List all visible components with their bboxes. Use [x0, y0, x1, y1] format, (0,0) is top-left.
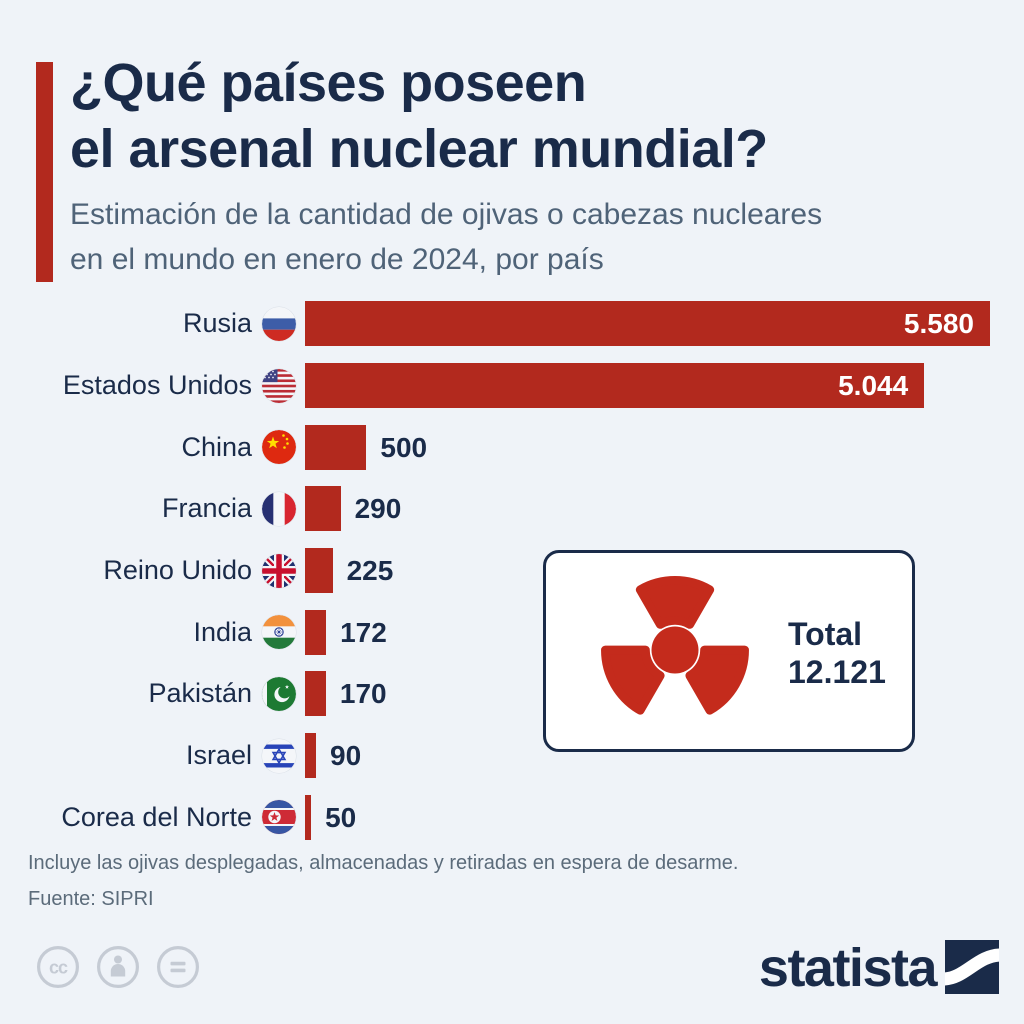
value-label: 500 [380, 431, 428, 463]
chart-row: India 172 [0, 601, 1024, 663]
bar: 5.044 [305, 363, 925, 409]
value-label: 290 [354, 493, 402, 525]
india-flag-icon [262, 615, 296, 650]
value-label: 90 [330, 740, 362, 772]
france-flag-icon [262, 491, 296, 526]
title-accent-bar [36, 62, 53, 282]
bar [305, 671, 326, 717]
chart-row: Reino Unido 225 [0, 540, 1024, 602]
chart-row: Francia 290 [0, 478, 1024, 540]
cc-nd-icon [156, 945, 200, 994]
total-label: Total [788, 616, 863, 652]
country-label: Pakistán [148, 678, 252, 709]
bar: 5.580 [305, 301, 990, 347]
subtitle-line-2: en el mundo en enero de 2024, por país [70, 243, 604, 276]
page-subtitle: Estimación de la cantidad de ojivas o ca… [70, 192, 822, 282]
chart-row: Estados Unidos 5.044 [0, 355, 1024, 417]
country-label: Reino Unido [103, 555, 252, 586]
value-label: 170 [339, 678, 387, 710]
bar-track: 50 [305, 794, 1024, 840]
total-box: Total 12.121 [543, 550, 915, 752]
statista-logo-icon [942, 940, 1002, 994]
total-text: Total 12.121 [788, 615, 886, 691]
north-korea-flag-icon [262, 800, 296, 835]
bar-track: 170 [305, 671, 1024, 717]
bar-track: 5.580 [305, 301, 1024, 347]
chart-row: Israel 90 [0, 725, 1024, 787]
country-label: Estados Unidos [62, 370, 252, 401]
chart-row: Corea del Norte 50 [0, 787, 1024, 849]
bar-track: 225 [305, 548, 1024, 594]
russia-flag-icon [262, 306, 296, 341]
radiation-icon [588, 563, 762, 742]
title-line-1: ¿Qué países poseen [70, 53, 587, 113]
cc-icon: cc [36, 945, 80, 994]
bar-rows: Rusia 5.580 Estados Unidos 5.044 China 500 Fra… [0, 293, 1024, 848]
bar-track: 172 [305, 609, 1024, 655]
chart-row: Pakistán 170 [0, 663, 1024, 725]
svg-text:cc: cc [49, 958, 68, 978]
country-label: Rusia [182, 308, 252, 339]
chart-row: Rusia 5.580 [0, 293, 1024, 355]
bar-track: 290 [305, 486, 1024, 532]
country-label: Israel [185, 740, 252, 771]
country-label: China [181, 431, 252, 462]
value-label: 50 [325, 801, 357, 833]
total-value: 12.121 [788, 654, 886, 690]
bar [305, 424, 367, 470]
bar [305, 733, 316, 779]
israel-flag-icon [262, 738, 296, 773]
value-label: 225 [346, 555, 394, 587]
bar [305, 794, 312, 840]
title-line-2: el arsenal nuclear mundial? [70, 119, 768, 179]
pakistan-flag-icon [262, 676, 296, 711]
uk-flag-icon [262, 553, 296, 588]
footnote: Incluye las ojivas desplegadas, almacena… [28, 852, 739, 874]
usa-flag-icon [262, 368, 296, 403]
country-label: Francia [161, 493, 252, 524]
value-label: 172 [340, 616, 387, 648]
page-title: ¿Qué países poseen el arsenal nuclear mu… [70, 50, 768, 182]
china-flag-icon [262, 430, 296, 465]
statista-wordmark: statista [758, 938, 938, 998]
country-label: Corea del Norte [61, 801, 252, 832]
subtitle-line-1: Estimación de la cantidad de ojivas o ca… [70, 198, 823, 231]
bar [305, 609, 327, 655]
bar [305, 486, 341, 532]
bar [305, 548, 333, 594]
bar-track: 90 [305, 733, 1024, 779]
bar-track: 500 [305, 424, 1024, 470]
cc-by-icon [96, 945, 140, 994]
bar-chart: Rusia 5.580 Estados Unidos 5.044 China 500 Fra… [0, 293, 1024, 848]
value-label: 5.580 [903, 308, 974, 340]
chart-row: China 500 [0, 416, 1024, 478]
license-icons: cc [36, 945, 200, 994]
source-note: Fuente: SIPRI [28, 888, 154, 910]
country-label: India [193, 616, 252, 647]
bar-track: 5.044 [305, 363, 1024, 409]
value-label: 5.044 [838, 370, 909, 402]
